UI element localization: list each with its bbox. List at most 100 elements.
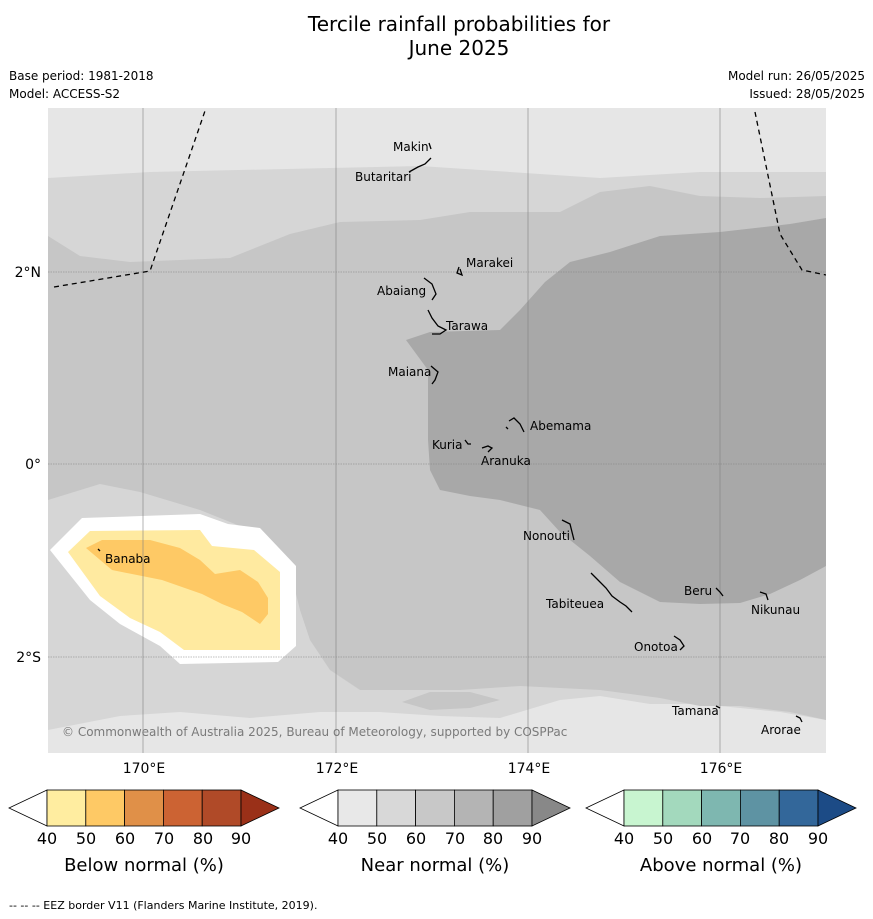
lat-label-2s: 2°S — [16, 650, 41, 666]
colorbar-near-cell — [376, 789, 416, 827]
page-title: Tercile rainfall probabilities for June … — [0, 12, 873, 60]
copyright-notice: © Commonwealth of Australia 2025, Bureau… — [62, 725, 567, 739]
colorbar-below-cell — [201, 789, 242, 827]
island-label-aranuka: Aranuka — [481, 454, 531, 468]
legend-near-tick-70: 70 — [445, 829, 465, 848]
map-plot-area: Makin Butaritari Marakei Abaiang Tarawa … — [48, 108, 826, 753]
island-shape-onotoa — [673, 635, 685, 651]
island-shape-tarawa — [427, 309, 448, 335]
legend-below-tick-70: 70 — [154, 829, 174, 848]
island-label-nikunau: Nikunau — [751, 603, 800, 617]
colorbar-near-cell — [453, 789, 494, 827]
island-label-abemama: Abemama — [530, 419, 591, 433]
island-label-butaritari: Butaritari — [355, 170, 412, 184]
colorbar-below-cell — [162, 789, 203, 827]
legend-near-tick-40: 40 — [328, 829, 348, 848]
island-shape-nonouti — [561, 519, 575, 541]
colorbar-above-min-arrow — [585, 789, 625, 827]
model-run: Model run: 26/05/2025 — [727, 69, 865, 83]
island-shape-tabiteuea — [590, 572, 633, 613]
legend-below-tick-50: 50 — [76, 829, 96, 848]
colorbar-near-max-arrow — [531, 789, 571, 827]
island-label-arorae: Arorae — [761, 723, 801, 737]
island-shape-makin — [428, 142, 432, 150]
island-label-onotoa: Onotoa — [634, 640, 678, 654]
island-label-marakei: Marakei — [466, 256, 513, 270]
island-shape-banaba — [97, 548, 101, 552]
model-name: Model: ACCESS-S2 — [9, 87, 121, 101]
legend-below-tick-60: 60 — [115, 829, 135, 848]
island-label-banaba: Banaba — [105, 552, 151, 566]
below-normal-60-70-region — [86, 540, 268, 624]
island-shape-maiana — [430, 365, 439, 385]
island-shape-nikunau — [759, 591, 769, 601]
title-line-1: Tercile rainfall probabilities for — [307, 12, 611, 36]
legend-near-tick-80: 80 — [483, 829, 503, 848]
colorbar-near-min-arrow — [299, 789, 339, 827]
base-period: Base period: 1981-2018 — [9, 69, 154, 83]
island-shape-abaiang — [423, 277, 437, 301]
legend-near-tick-90: 90 — [522, 829, 542, 848]
colorbar-above-cell — [662, 789, 702, 827]
legend-below-tick-40: 40 — [37, 829, 57, 848]
legend-above-tick-90: 90 — [808, 829, 828, 848]
legend-above-tick-60: 60 — [692, 829, 712, 848]
legend-near-tick-60: 60 — [406, 829, 426, 848]
legend-above-tick-50: 50 — [653, 829, 673, 848]
island-label-kuria: Kuria — [432, 438, 463, 452]
colorbar-near-cell — [492, 789, 533, 827]
legend-above-tick-80: 80 — [769, 829, 789, 848]
island-shape-marakei — [456, 266, 464, 277]
lon-label-170e: 170°E — [123, 761, 166, 777]
colorbar-above-cell — [623, 789, 664, 827]
island-shape-beru — [715, 587, 724, 597]
near-normal-60-70-patch — [402, 692, 500, 710]
island-shape-kuria — [464, 439, 471, 445]
island-shape-tamana — [715, 705, 721, 709]
legend-above-tick-70: 70 — [730, 829, 750, 848]
island-shape-aranuka — [481, 445, 494, 453]
colorbar-below-normal — [8, 789, 280, 827]
colorbar-near-normal — [299, 789, 571, 827]
colorbar-below-max-arrow — [240, 789, 280, 827]
meta-right: Model run: 26/05/2025 Issued: 28/05/2025 — [728, 67, 865, 103]
colorbar-above-cell — [740, 789, 780, 827]
island-label-tarawa: Tarawa — [445, 319, 488, 333]
island-outlines — [97, 142, 803, 723]
island-label-tabiteuea: Tabiteuea — [545, 597, 604, 611]
eez-border-east — [754, 111, 826, 276]
meta-left: Base period: 1981-2018 Model: ACCESS-S2 — [9, 67, 154, 103]
colorbar-below-min-arrow — [8, 789, 48, 827]
island-labels: Makin Butaritari Marakei Abaiang Tarawa … — [105, 140, 801, 737]
island-shape-arorae — [795, 715, 803, 723]
island-shape-butaritari — [408, 157, 432, 173]
axis-labels: 170°E 172°E 174°E 176°E 2°N 0° 2°S — [15, 265, 743, 777]
lat-label-2n: 2°N — [15, 265, 41, 281]
lon-label-174e: 174°E — [508, 761, 551, 777]
island-label-tamana: Tamana — [671, 704, 719, 718]
colorbar-below-cell — [85, 789, 126, 827]
colorbar-above-cell — [701, 789, 741, 827]
island-label-nonouti: Nonouti — [523, 529, 570, 543]
eez-borders — [53, 108, 826, 288]
legend-below-label: Below normal (%) — [64, 855, 224, 876]
eez-footer-note: -- -- -- EEZ border V11 (Flanders Marine… — [9, 899, 318, 912]
island-label-abaiang: Abaiang — [377, 284, 426, 298]
lon-label-176e: 176°E — [700, 761, 743, 777]
legend-near-tick-50: 50 — [367, 829, 387, 848]
colorbar-below-cell — [46, 789, 87, 827]
legend-below-tick-90: 90 — [231, 829, 251, 848]
legend-above-normal: 40 50 60 70 80 90 Above normal (%) — [585, 789, 857, 876]
legend-above-tick-40: 40 — [614, 829, 634, 848]
legend-below-tick-80: 80 — [193, 829, 213, 848]
lon-label-172e: 172°E — [316, 761, 359, 777]
legend-below-normal: 40 50 60 70 80 90 Below normal (%) — [8, 789, 280, 876]
legend-near-normal: 40 50 60 70 80 90 Near normal (%) — [299, 789, 571, 876]
island-shape-abemama — [505, 417, 525, 433]
colorbar-near-cell — [337, 789, 378, 827]
legend-near-label: Near normal (%) — [361, 855, 510, 876]
colorbar-near-cell — [415, 789, 455, 827]
island-label-beru: Beru — [684, 584, 712, 598]
title-line-2: June 2025 — [408, 36, 510, 60]
